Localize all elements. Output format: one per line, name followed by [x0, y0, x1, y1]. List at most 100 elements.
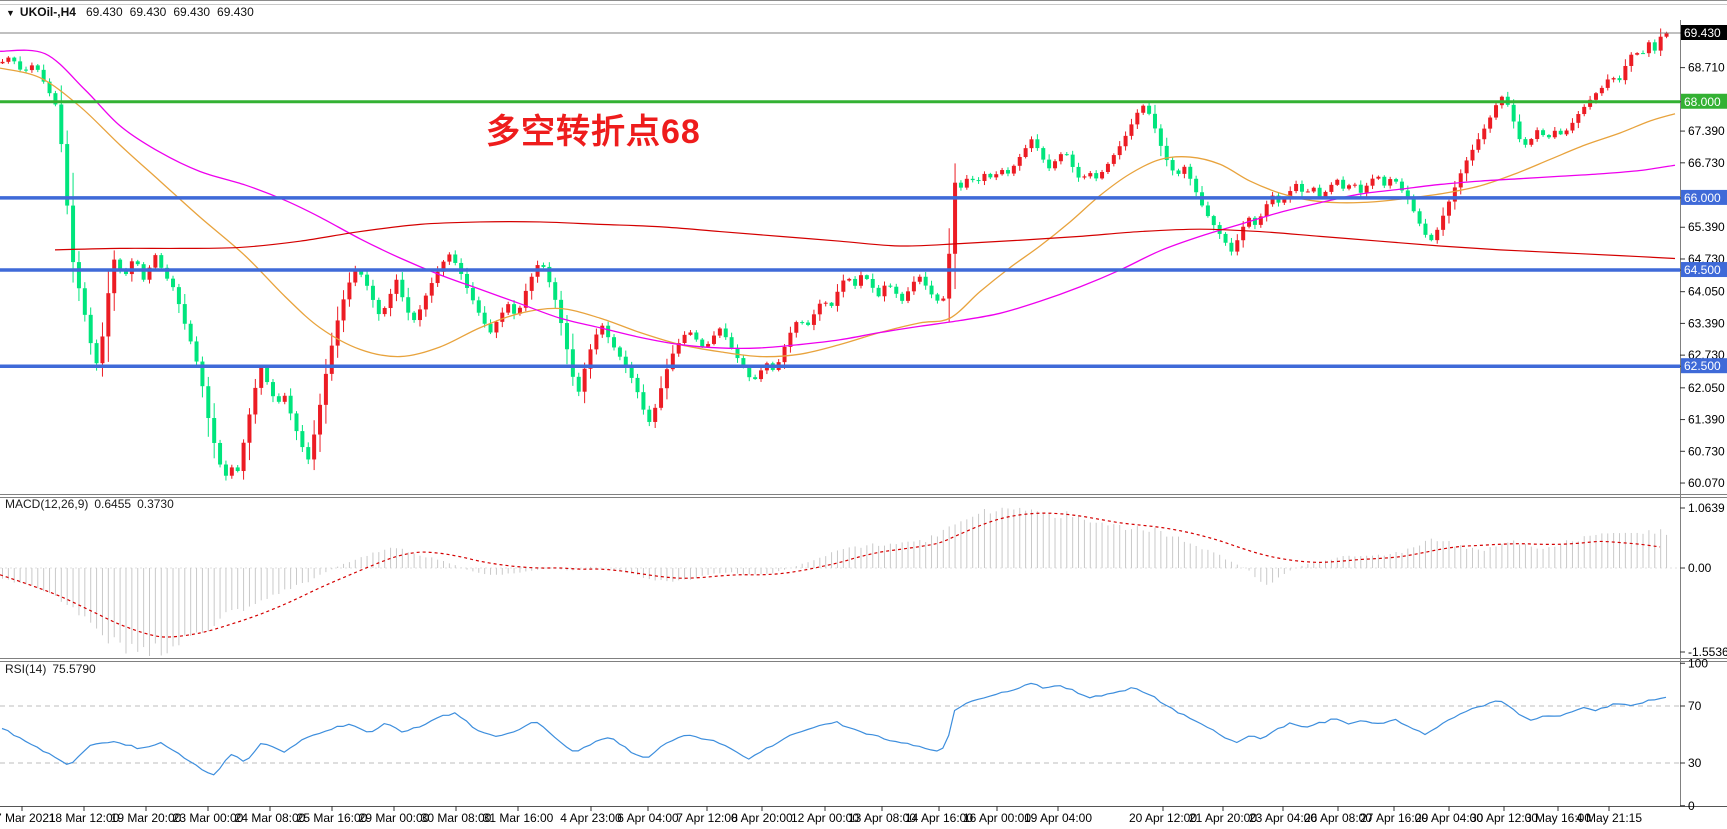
- candle-body: [906, 291, 911, 301]
- candle-body: [1058, 154, 1063, 162]
- candle-body: [465, 273, 470, 288]
- candle-body: [1135, 112, 1140, 125]
- candle-body: [1441, 215, 1446, 230]
- candle-body: [59, 104, 64, 145]
- candle-body: [488, 323, 493, 333]
- candle-body: [1358, 184, 1363, 193]
- rsi-scale-label: 0: [1688, 799, 1695, 813]
- candle-body: [1147, 105, 1152, 114]
- macd-panel[interactable]: [0, 507, 1680, 660]
- candle-body: [94, 343, 99, 364]
- candle-body: [118, 259, 123, 269]
- candle-body: [218, 442, 223, 465]
- candle-body: [664, 369, 669, 389]
- candle-body: [329, 345, 334, 374]
- candle-body: [723, 328, 728, 338]
- candle-body: [1164, 145, 1169, 161]
- candle-body: [1364, 185, 1369, 193]
- candle-body: [900, 293, 905, 301]
- candle-body: [1000, 170, 1005, 175]
- price-badge-label: 66.000: [1684, 191, 1721, 205]
- candle-body: [911, 281, 916, 292]
- ma-red-line: [54, 221, 1676, 260]
- candle-body: [1641, 53, 1646, 55]
- candle-body: [1294, 183, 1299, 192]
- candle-body: [235, 467, 240, 472]
- time-axis-label: 21 Apr 20:00: [1189, 811, 1257, 825]
- candle-body: [1088, 173, 1093, 177]
- candle-body: [553, 282, 558, 300]
- candle-body: [1564, 130, 1569, 135]
- candle-body: [82, 288, 87, 315]
- price-badge: [1681, 189, 1727, 205]
- candle-body: [1305, 191, 1310, 193]
- candle-body: [612, 337, 617, 348]
- candle-body: [653, 407, 658, 422]
- candle-body: [294, 413, 299, 432]
- candle-body: [135, 261, 140, 265]
- price-scale-label: 67.390: [1688, 124, 1725, 138]
- candle-body: [306, 447, 311, 460]
- candle-body: [1035, 139, 1040, 149]
- candle-body: [1170, 160, 1175, 171]
- candle-body: [629, 367, 634, 378]
- candle-body: [1482, 128, 1487, 140]
- candle-body: [182, 304, 187, 324]
- candle-body: [994, 174, 999, 178]
- candle-body: [53, 93, 58, 105]
- candle-body: [1129, 124, 1134, 136]
- price-scale-label: 63.390: [1688, 316, 1725, 330]
- candle-body: [0, 61, 5, 64]
- candle-body: [1611, 78, 1616, 80]
- candle-body: [717, 328, 722, 336]
- candle-body: [241, 442, 246, 472]
- price-scale[interactable]: 69.430 68.710 68.000 67.390 66.730 66.000 65.3…: [1680, 25, 1727, 813]
- candle-body: [506, 304, 511, 313]
- candle-body: [782, 346, 787, 363]
- main-price-panel[interactable]: [0, 28, 1680, 481]
- candle-body: [41, 69, 46, 82]
- symbol-dropdown-icon[interactable]: ▼: [6, 8, 15, 18]
- time-axis-label: 29 Apr 04:00: [1415, 811, 1483, 825]
- time-axis-label: 13 Apr 08:00: [848, 811, 916, 825]
- candle-body: [635, 377, 640, 393]
- candle-body: [676, 342, 681, 354]
- candle-body: [923, 276, 928, 286]
- candle-body: [1105, 163, 1110, 172]
- candle-body: [1282, 199, 1287, 203]
- time-axis-label: 14 Apr 16:00: [905, 811, 973, 825]
- candle-body: [71, 205, 76, 263]
- candle-body: [858, 275, 863, 286]
- candle-body: [65, 144, 70, 206]
- candle-body: [1064, 154, 1069, 156]
- time-axis-label: 17 Mar 2021: [0, 811, 56, 825]
- candle-body: [318, 404, 323, 435]
- macd-scale-label: 1.0639: [1688, 501, 1725, 515]
- candle-body: [888, 285, 893, 287]
- candle-body: [341, 299, 346, 321]
- candle-body: [958, 182, 963, 188]
- price-badge-label: 62.500: [1684, 359, 1721, 373]
- candle-body: [1635, 53, 1640, 55]
- candle-body: [12, 57, 17, 62]
- ma-orange-line: [0, 67, 1676, 358]
- chart-text-annotation: 多空转折点68: [486, 113, 701, 151]
- candle-body: [429, 283, 434, 296]
- candle-body: [1223, 233, 1228, 243]
- candle-body: [1458, 173, 1463, 188]
- window-top-frame: [0, 0, 1727, 5]
- rsi-panel[interactable]: [0, 682, 1680, 776]
- candle-body: [365, 274, 370, 286]
- candle-body: [1517, 121, 1522, 140]
- rsi-line: [1, 682, 1667, 776]
- candle-body: [700, 339, 705, 347]
- candle-body: [1494, 105, 1499, 118]
- candle-body: [165, 267, 170, 279]
- candle-body: [194, 341, 199, 362]
- time-axis-label: 3 May 16:00: [1525, 811, 1591, 825]
- candle-body: [376, 299, 381, 315]
- candle-body: [759, 370, 764, 380]
- candle-body: [576, 376, 581, 392]
